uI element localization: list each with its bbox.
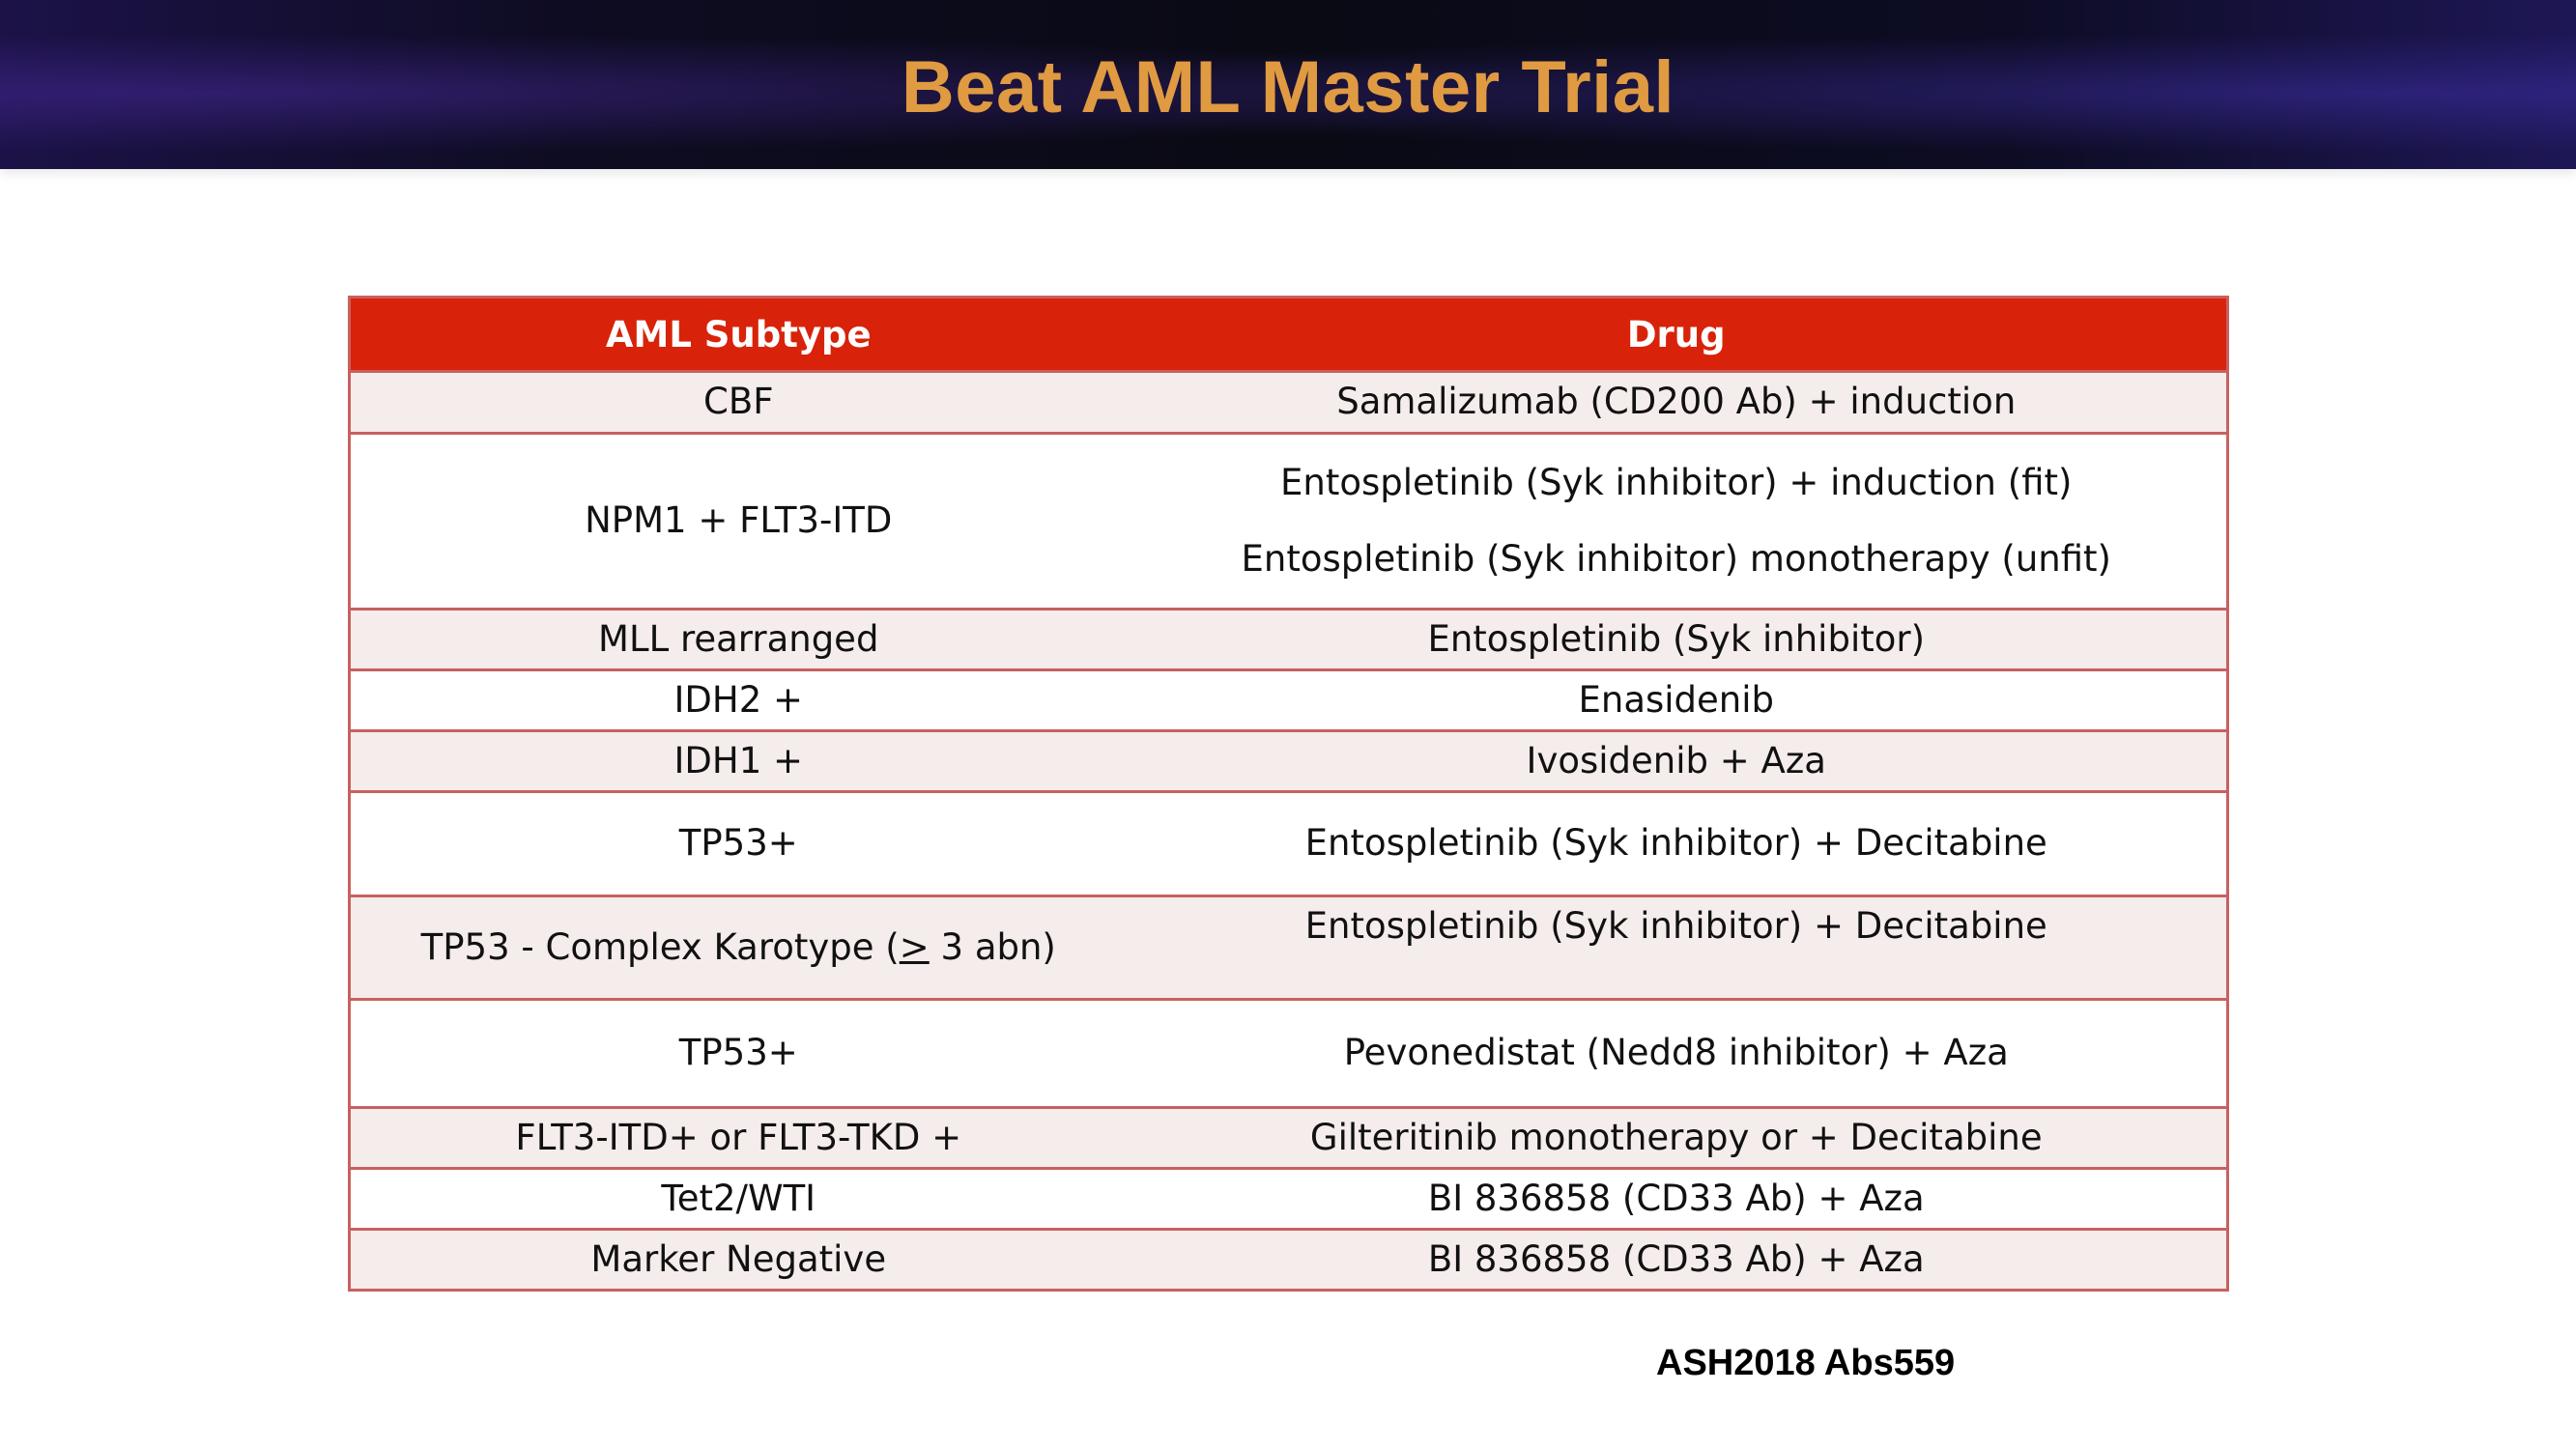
subtype-cell: TP53+ bbox=[349, 998, 1127, 1108]
subtype-cell: Marker Negative bbox=[349, 1228, 1127, 1291]
slide-title: Beat AML Master Trial bbox=[901, 46, 1675, 128]
table-row: TP53+ Entospletinib (Syk inhibitor) + De… bbox=[349, 790, 2228, 896]
title-banner bbox=[0, 0, 2576, 169]
table-row: Marker Negative BI 836858 (CD33 Ab) + Az… bbox=[349, 1228, 2228, 1291]
subtype-cell: TP53 - Complex Karotype (> 3 abn) bbox=[349, 895, 1127, 1000]
drug-cell: Samalizumab (CD200 Ab) + induction bbox=[1126, 370, 2228, 434]
table-header-row: AML Subtype Drug bbox=[349, 297, 2228, 372]
table-row: IDH2 + Enasidenib bbox=[349, 668, 2228, 731]
table-row: NPM1 + FLT3-ITD Entospletinib (Syk inhib… bbox=[349, 432, 2228, 610]
drug-cell: Entospletinib (Syk inhibitor) + Decitabi… bbox=[1126, 895, 2228, 1000]
subtype-cell: TP53+ bbox=[349, 790, 1127, 896]
drug-line: Entospletinib (Syk inhibitor) + inductio… bbox=[1280, 462, 2073, 504]
greater-equal-symbol: > bbox=[899, 925, 930, 968]
drug-cell: Entospletinib (Syk inhibitor) + Decitabi… bbox=[1126, 790, 2228, 896]
citation: ASH2018 Abs559 bbox=[1656, 1343, 1956, 1383]
table-row: MLL rearranged Entospletinib (Syk inhibi… bbox=[349, 608, 2228, 670]
header-aml-subtype: AML Subtype bbox=[349, 297, 1127, 372]
header-drug: Drug bbox=[1126, 297, 2228, 372]
subtype-cell: FLT3-ITD+ or FLT3-TKD + bbox=[349, 1106, 1127, 1169]
table-row: Tet2/WTI BI 836858 (CD33 Ab) + Aza bbox=[349, 1167, 2228, 1230]
drug-cell: Enasidenib bbox=[1126, 668, 2228, 731]
table-row: IDH1 + Ivosidenib + Aza bbox=[349, 729, 2228, 792]
subtype-cell: Tet2/WTI bbox=[349, 1167, 1127, 1230]
subtype-text-prefix: TP53 - Complex Karotype ( bbox=[420, 925, 900, 968]
drug-cell: Gilteritinib monotherapy or + Decitabine bbox=[1126, 1106, 2228, 1169]
drug-cell: Entospletinib (Syk inhibitor) bbox=[1126, 608, 2228, 670]
subtype-cell: IDH1 + bbox=[349, 729, 1127, 792]
table-row: TP53+ Pevonedistat (Nedd8 inhibitor) + A… bbox=[349, 998, 2228, 1108]
drug-line: Entospletinib (Syk inhibitor) monotherap… bbox=[1241, 537, 2111, 580]
table-row: TP53 - Complex Karotype (> 3 abn) Entosp… bbox=[349, 895, 2228, 1000]
subtype-cell: IDH2 + bbox=[349, 668, 1127, 731]
subtype-cell: NPM1 + FLT3-ITD bbox=[349, 432, 1127, 610]
subtype-cell: MLL rearranged bbox=[349, 608, 1127, 670]
subtype-text-suffix: 3 abn) bbox=[929, 925, 1056, 968]
subtype-cell: CBF bbox=[349, 370, 1127, 434]
drug-cell: BI 836858 (CD33 Ab) + Aza bbox=[1126, 1167, 2228, 1230]
drug-cell: BI 836858 (CD33 Ab) + Aza bbox=[1126, 1228, 2228, 1291]
drug-cell: Ivosidenib + Aza bbox=[1126, 729, 2228, 792]
trial-table: AML Subtype Drug CBF Samalizumab (CD200 … bbox=[348, 296, 2229, 1292]
table-row: FLT3-ITD+ or FLT3-TKD + Gilteritinib mon… bbox=[349, 1106, 2228, 1169]
table-row: CBF Samalizumab (CD200 Ab) + induction bbox=[349, 370, 2228, 434]
drug-line: Entospletinib (Syk inhibitor) + Decitabi… bbox=[1304, 904, 2047, 947]
drug-cell: Entospletinib (Syk inhibitor) + inductio… bbox=[1126, 432, 2228, 610]
drug-cell: Pevonedistat (Nedd8 inhibitor) + Aza bbox=[1126, 998, 2228, 1108]
